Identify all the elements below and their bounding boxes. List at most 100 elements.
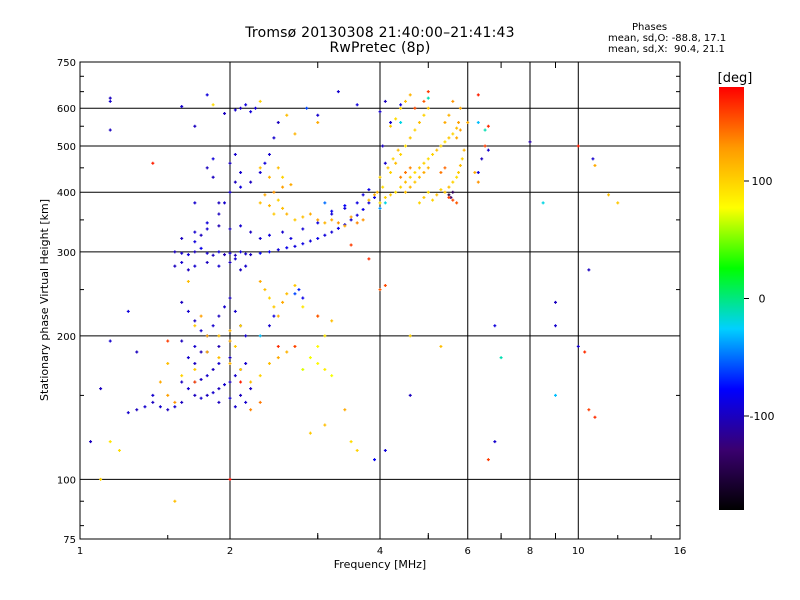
data-point-x-mode	[316, 121, 320, 125]
data-point-o-mode	[383, 161, 387, 165]
data-point-x-mode	[443, 121, 447, 125]
data-point-x-mode	[403, 144, 407, 148]
data-point-x-mode	[205, 334, 209, 338]
data-point-o-mode	[276, 248, 280, 252]
data-point-o-mode	[330, 209, 334, 213]
data-point-o-mode	[367, 201, 371, 205]
colorbar-tick-label: 0	[759, 293, 766, 306]
data-point-o-mode	[193, 264, 197, 268]
x-tick-label: 4	[377, 546, 383, 557]
data-point-x-mode	[408, 136, 412, 140]
data-point-o-mode	[228, 356, 232, 360]
data-point-o-mode	[108, 99, 112, 103]
data-point-x-mode	[447, 136, 451, 140]
data-point-x-mode	[593, 415, 597, 419]
data-point-o-mode	[186, 268, 190, 272]
data-point-o-mode	[383, 448, 387, 452]
data-point-x-mode	[455, 136, 459, 140]
data-point-x-mode	[166, 339, 170, 343]
data-point-x-mode	[166, 361, 170, 365]
data-point-x-mode	[180, 374, 184, 378]
data-point-o-mode	[493, 324, 497, 328]
data-point-x-mode	[308, 431, 312, 435]
data-point-o-mode	[228, 396, 232, 400]
data-point-x-mode	[417, 166, 421, 170]
data-point-x-mode	[403, 190, 407, 194]
data-point-x-mode	[228, 361, 232, 365]
data-point-o-mode	[244, 361, 248, 365]
data-point-x-mode	[228, 339, 232, 343]
data-point-o-mode	[193, 230, 197, 234]
y-tick-label: 750	[57, 58, 76, 69]
data-point-x-mode	[267, 175, 271, 179]
data-point-o-mode	[205, 227, 209, 231]
data-point-x-mode	[276, 356, 280, 360]
data-point-x-mode	[381, 185, 385, 189]
data-point-x-mode	[399, 175, 403, 179]
data-point-x-mode	[349, 243, 353, 247]
y-tick-label: 500	[57, 142, 76, 153]
data-point-x-mode	[455, 175, 459, 179]
data-point-o-mode	[476, 121, 480, 125]
data-point-x-mode	[199, 314, 203, 318]
data-point-o-mode	[499, 356, 503, 360]
data-point-o-mode	[108, 339, 112, 343]
data-point-x-mode	[408, 175, 412, 179]
data-point-o-mode	[323, 233, 327, 237]
data-point-x-mode	[426, 90, 430, 94]
data-point-x-mode	[439, 170, 443, 174]
data-point-o-mode	[355, 213, 359, 217]
data-point-x-mode	[435, 148, 439, 152]
data-point-x-mode	[158, 380, 162, 384]
data-point-o-mode	[301, 296, 305, 300]
data-point-x-mode	[217, 356, 221, 360]
data-point-x-mode	[576, 144, 580, 148]
data-point-o-mode	[151, 393, 155, 397]
data-point-x-mode	[417, 121, 421, 125]
data-point-x-mode	[267, 296, 271, 300]
data-point-o-mode	[211, 367, 215, 371]
data-point-o-mode	[239, 185, 243, 189]
data-point-o-mode	[493, 440, 497, 444]
data-point-x-mode	[457, 170, 461, 174]
data-point-o-mode	[205, 251, 209, 255]
data-point-x-mode	[267, 204, 271, 208]
data-point-x-mode	[466, 121, 470, 125]
data-point-o-mode	[223, 111, 227, 115]
data-point-x-mode	[323, 367, 327, 371]
data-point-o-mode	[297, 288, 301, 292]
data-point-x-mode	[316, 314, 320, 318]
data-point-x-mode	[211, 103, 215, 107]
data-point-x-mode	[293, 132, 297, 136]
data-point-x-mode	[249, 380, 253, 384]
data-point-x-mode	[378, 175, 382, 179]
data-point-o-mode	[349, 218, 353, 222]
data-point-o-mode	[373, 458, 377, 462]
data-point-o-mode	[223, 305, 227, 309]
data-point-o-mode	[228, 251, 232, 255]
data-point-o-mode	[244, 400, 248, 404]
phases-line-x: mean, sd,X: 90.4, 21.1	[608, 44, 725, 55]
data-point-o-mode	[239, 170, 243, 174]
data-point-x-mode	[336, 221, 340, 225]
x-tick-label: 16	[674, 546, 687, 557]
data-point-x-mode	[451, 132, 455, 136]
data-point-o-mode	[239, 106, 243, 110]
data-point-o-mode	[293, 292, 297, 296]
data-point-o-mode	[223, 253, 227, 257]
data-point-x-mode	[417, 201, 421, 205]
data-point-o-mode	[399, 121, 403, 125]
data-point-o-mode	[158, 405, 162, 409]
data-point-o-mode	[249, 230, 253, 234]
data-point-o-mode	[276, 121, 280, 125]
data-point-o-mode	[193, 124, 197, 128]
data-point-x-mode	[316, 361, 320, 365]
data-point-x-mode	[396, 148, 400, 152]
data-point-o-mode	[373, 195, 377, 199]
data-point-o-mode	[217, 314, 221, 318]
data-point-x-mode	[587, 408, 591, 412]
data-point-x-mode	[422, 99, 426, 103]
grid	[80, 62, 680, 539]
data-point-x-mode	[458, 128, 462, 132]
data-point-x-mode	[186, 279, 190, 283]
